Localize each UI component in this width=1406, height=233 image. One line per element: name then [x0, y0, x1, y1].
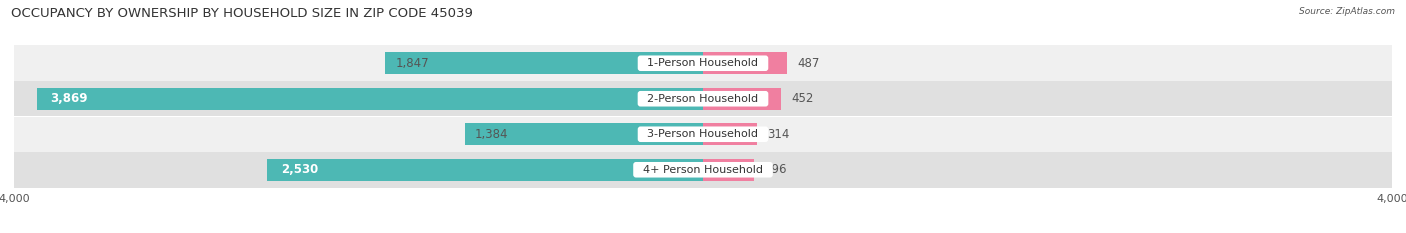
- Text: 314: 314: [768, 128, 790, 141]
- Text: 452: 452: [792, 92, 814, 105]
- Text: 3,869: 3,869: [51, 92, 89, 105]
- Text: 1-Person Household: 1-Person Household: [641, 58, 765, 68]
- Text: 296: 296: [765, 163, 787, 176]
- Bar: [14, 152, 1392, 188]
- Text: 487: 487: [797, 57, 820, 70]
- Text: 1,384: 1,384: [475, 128, 509, 141]
- Text: 3-Person Household: 3-Person Household: [641, 129, 765, 139]
- Text: Source: ZipAtlas.com: Source: ZipAtlas.com: [1299, 7, 1395, 16]
- Bar: [267, 159, 703, 181]
- Bar: [464, 123, 703, 145]
- Text: 2,530: 2,530: [281, 163, 318, 176]
- Bar: [703, 159, 754, 181]
- Bar: [14, 116, 1392, 152]
- Bar: [385, 52, 703, 74]
- Text: 1,847: 1,847: [395, 57, 429, 70]
- Text: 2-Person Household: 2-Person Household: [641, 94, 765, 104]
- Bar: [703, 88, 780, 110]
- Bar: [14, 81, 1392, 116]
- Bar: [37, 88, 703, 110]
- Text: 4+ Person Household: 4+ Person Household: [636, 165, 770, 175]
- Bar: [14, 45, 1392, 81]
- Bar: [703, 123, 756, 145]
- Bar: [703, 52, 787, 74]
- Text: OCCUPANCY BY OWNERSHIP BY HOUSEHOLD SIZE IN ZIP CODE 45039: OCCUPANCY BY OWNERSHIP BY HOUSEHOLD SIZE…: [11, 7, 474, 20]
